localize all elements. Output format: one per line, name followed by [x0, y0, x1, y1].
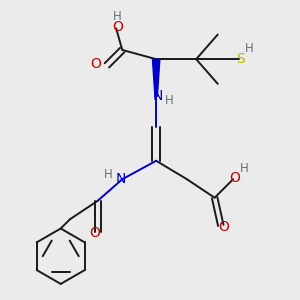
- Text: N: N: [116, 172, 126, 186]
- Text: O: O: [218, 220, 229, 234]
- Text: H: H: [113, 10, 122, 23]
- Text: H: H: [239, 162, 248, 175]
- Text: H: H: [104, 168, 113, 181]
- Text: H: H: [245, 42, 254, 55]
- Text: N: N: [152, 89, 163, 103]
- Text: O: O: [91, 57, 102, 71]
- Text: O: O: [89, 226, 100, 240]
- Text: O: O: [229, 171, 240, 185]
- Text: O: O: [112, 20, 123, 34]
- Text: S: S: [236, 52, 245, 66]
- Text: H: H: [165, 94, 173, 107]
- Polygon shape: [152, 59, 160, 96]
